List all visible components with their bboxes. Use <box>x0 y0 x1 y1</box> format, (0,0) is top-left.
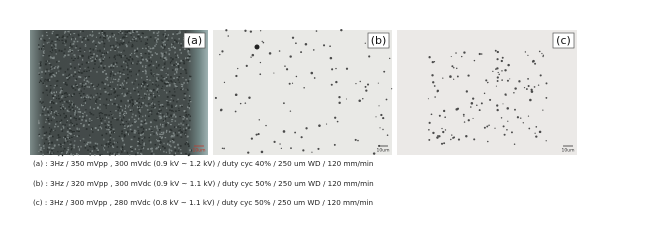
micrograph <box>397 30 577 155</box>
micrograph-panel: (a) 10um <box>30 30 208 157</box>
micrograph-panel: (b) 10um <box>213 28 393 155</box>
scale-label: 10um <box>562 148 575 154</box>
caption: (a) : 3Hz / 350 mVpp , 300 mVdc (0.9 kV … <box>33 159 374 168</box>
scale-label: 10um <box>193 148 206 154</box>
panel-label-box <box>183 32 206 49</box>
caption: (b) : 3Hz / 320 mVpp , 300 mVdc (0.9 kV … <box>33 179 374 188</box>
scale-label: 10um <box>377 148 390 154</box>
caption: (c) : 3Hz / 300 mVpp , 280 mVdc (0.8 kV … <box>33 198 373 207</box>
figure: (a) : 3Hz / 350 mVpp , 300 mVdc (0.9 kV … <box>30 28 577 207</box>
micrograph-panel: (c) 10um <box>397 30 577 155</box>
panel-label: (a) <box>187 34 202 47</box>
panel-label: (c) <box>556 34 571 47</box>
panel-label: (b) <box>371 34 387 47</box>
panel-label-box <box>552 32 575 49</box>
micrograph <box>213 30 392 155</box>
panel-label-box <box>367 32 390 49</box>
